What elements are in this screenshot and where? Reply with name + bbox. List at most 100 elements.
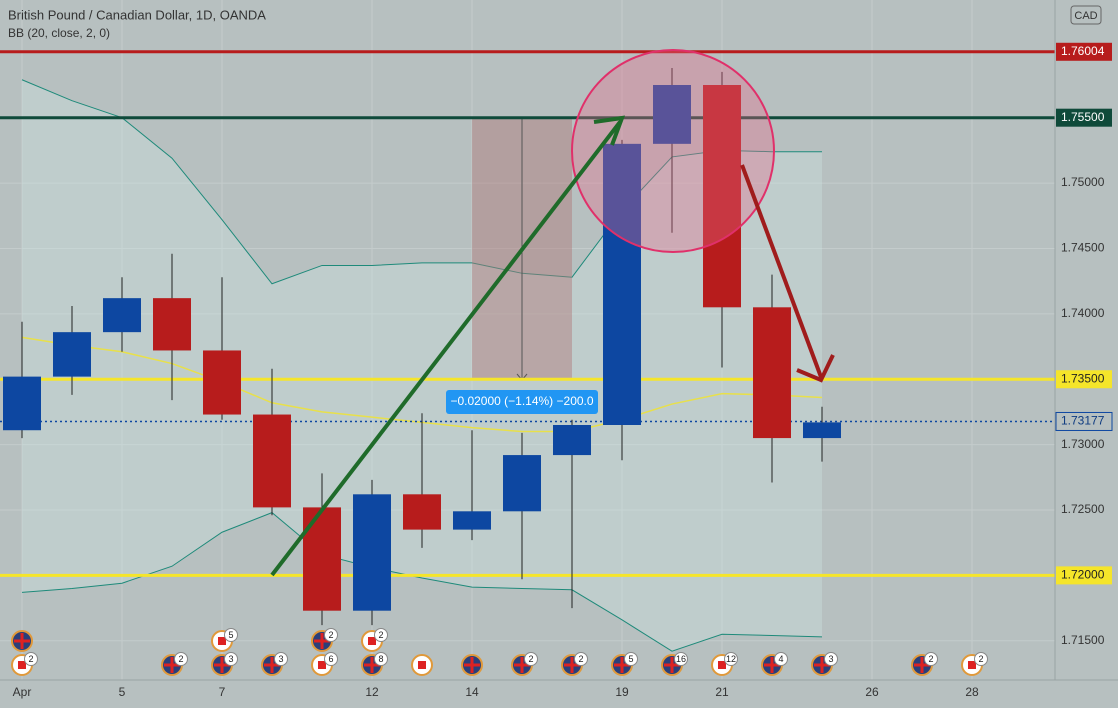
candle-body xyxy=(553,425,591,456)
band-line xyxy=(21,512,823,652)
event-icon[interactable]: 3 xyxy=(211,652,238,676)
event-count: 16 xyxy=(676,654,686,664)
event-icon[interactable]: 12 xyxy=(711,652,738,676)
event-icon[interactable]: 3 xyxy=(261,652,288,676)
event-count-badge xyxy=(524,652,538,666)
event-icon[interactable]: 3 xyxy=(811,652,838,676)
event-icon[interactable]: 4 xyxy=(761,652,788,676)
candle xyxy=(53,306,91,395)
level-label: 1.75500 xyxy=(1061,110,1105,124)
candle xyxy=(703,71,741,368)
candle xyxy=(103,277,141,352)
event-count-badge xyxy=(974,652,988,666)
events: 5 2 2 2 2 3 3 6 8 2 2 5 16 12 4 3 2 2 xyxy=(11,628,988,676)
event-icon[interactable]: 2 xyxy=(961,652,988,676)
event-count: 2 xyxy=(378,630,383,640)
event-count-badge xyxy=(824,652,838,666)
event-count: 2 xyxy=(178,654,183,664)
chart-title: British Pound / Canadian Dollar, 1D, OAN… xyxy=(8,7,266,22)
x-tick-label: 14 xyxy=(465,685,479,699)
candle-body xyxy=(503,455,541,512)
event-count-badge xyxy=(674,652,688,666)
level-label-box xyxy=(1056,108,1112,127)
event-count-badge xyxy=(624,652,638,666)
x-tick-label: 7 xyxy=(219,685,226,699)
axis-labels: 1.71500 1.72500 1.73000 1.74000 1.74500 1.750… xyxy=(13,42,1113,699)
event-icon[interactable]: 2 xyxy=(511,652,538,676)
candle xyxy=(253,368,291,516)
candle-body xyxy=(203,350,241,415)
flag-leaf xyxy=(18,661,26,669)
level-label: 1.76004 xyxy=(1061,44,1105,58)
candle-body xyxy=(253,414,291,508)
event-icon[interactable]: 5 xyxy=(611,652,638,676)
event-count-badge xyxy=(224,652,238,666)
flag-leaf xyxy=(418,661,426,669)
x-tick-label: 21 xyxy=(715,685,729,699)
x-tick-label: 12 xyxy=(365,685,379,699)
flag-leaf xyxy=(218,637,226,645)
event-icon[interactable]: 2 xyxy=(561,652,588,676)
candle xyxy=(353,479,391,626)
band-line xyxy=(21,79,822,285)
x-tick-label: Apr xyxy=(13,685,32,699)
event-count-badge xyxy=(724,652,738,666)
last-price-box xyxy=(1055,411,1113,431)
trend-arrowhead xyxy=(593,115,626,146)
y-tick-label: 1.74500 xyxy=(1061,241,1105,255)
flag-leaf xyxy=(368,637,376,645)
y-tick-label: 1.72500 xyxy=(1061,502,1105,516)
candle xyxy=(153,253,191,401)
event-icon[interactable]: 16 xyxy=(661,652,688,676)
candle-body xyxy=(103,298,141,333)
event-icon[interactable] xyxy=(411,654,433,676)
price-axis xyxy=(1055,0,1118,708)
event-count: 2 xyxy=(578,654,583,664)
x-tick-label: 28 xyxy=(965,685,979,699)
currency[interactable]: CAD xyxy=(1074,10,1097,22)
event-count: 2 xyxy=(328,630,333,640)
event-count-badge xyxy=(24,652,38,666)
event-icon[interactable]: 2 xyxy=(911,652,938,676)
event-count: 5 xyxy=(228,630,233,640)
currency-box[interactable] xyxy=(1070,5,1102,25)
levels xyxy=(0,50,1055,577)
event-count: 3 xyxy=(228,654,233,664)
indicator-label: BB (20, close, 2, 0) xyxy=(8,26,110,40)
candle xyxy=(203,277,241,420)
candle-body xyxy=(603,143,641,425)
y-tick-label: 1.75000 xyxy=(1061,175,1105,189)
event-icon[interactable] xyxy=(11,630,33,652)
event-icon[interactable]: 8 xyxy=(361,652,388,676)
flag-leaf xyxy=(968,661,976,669)
event-count-badge xyxy=(324,628,338,642)
event-icon[interactable]: 2 xyxy=(161,652,188,676)
level-label-box xyxy=(1056,42,1112,61)
event-count: 2 xyxy=(528,654,533,664)
event-icon[interactable]: 6 xyxy=(311,652,338,676)
event-icon[interactable]: 2 xyxy=(311,628,338,652)
candle xyxy=(553,419,591,609)
event-count-badge xyxy=(324,652,338,666)
x-tick-label: 19 xyxy=(615,685,629,699)
trend-arrow xyxy=(270,120,622,577)
down-arrow xyxy=(740,164,823,378)
event-count: 3 xyxy=(828,654,833,664)
last-price-label: 1.73177 xyxy=(1061,414,1105,428)
candle xyxy=(603,139,641,461)
event-icon[interactable] xyxy=(461,654,483,676)
event-icon[interactable]: 2 xyxy=(361,628,388,652)
event-count-badge xyxy=(174,652,188,666)
candle-body xyxy=(353,494,391,611)
x-tick-label: 5 xyxy=(119,685,126,699)
y-tick-label: 1.73000 xyxy=(1061,437,1105,451)
event-icon[interactable]: 5 xyxy=(211,628,238,652)
event-icon[interactable]: 2 xyxy=(11,652,38,676)
candle xyxy=(453,430,491,541)
y-tick-label: 1.71500 xyxy=(1061,633,1105,647)
candle xyxy=(753,274,791,483)
level-label-box xyxy=(1056,566,1112,585)
event-count: 8 xyxy=(378,654,383,664)
